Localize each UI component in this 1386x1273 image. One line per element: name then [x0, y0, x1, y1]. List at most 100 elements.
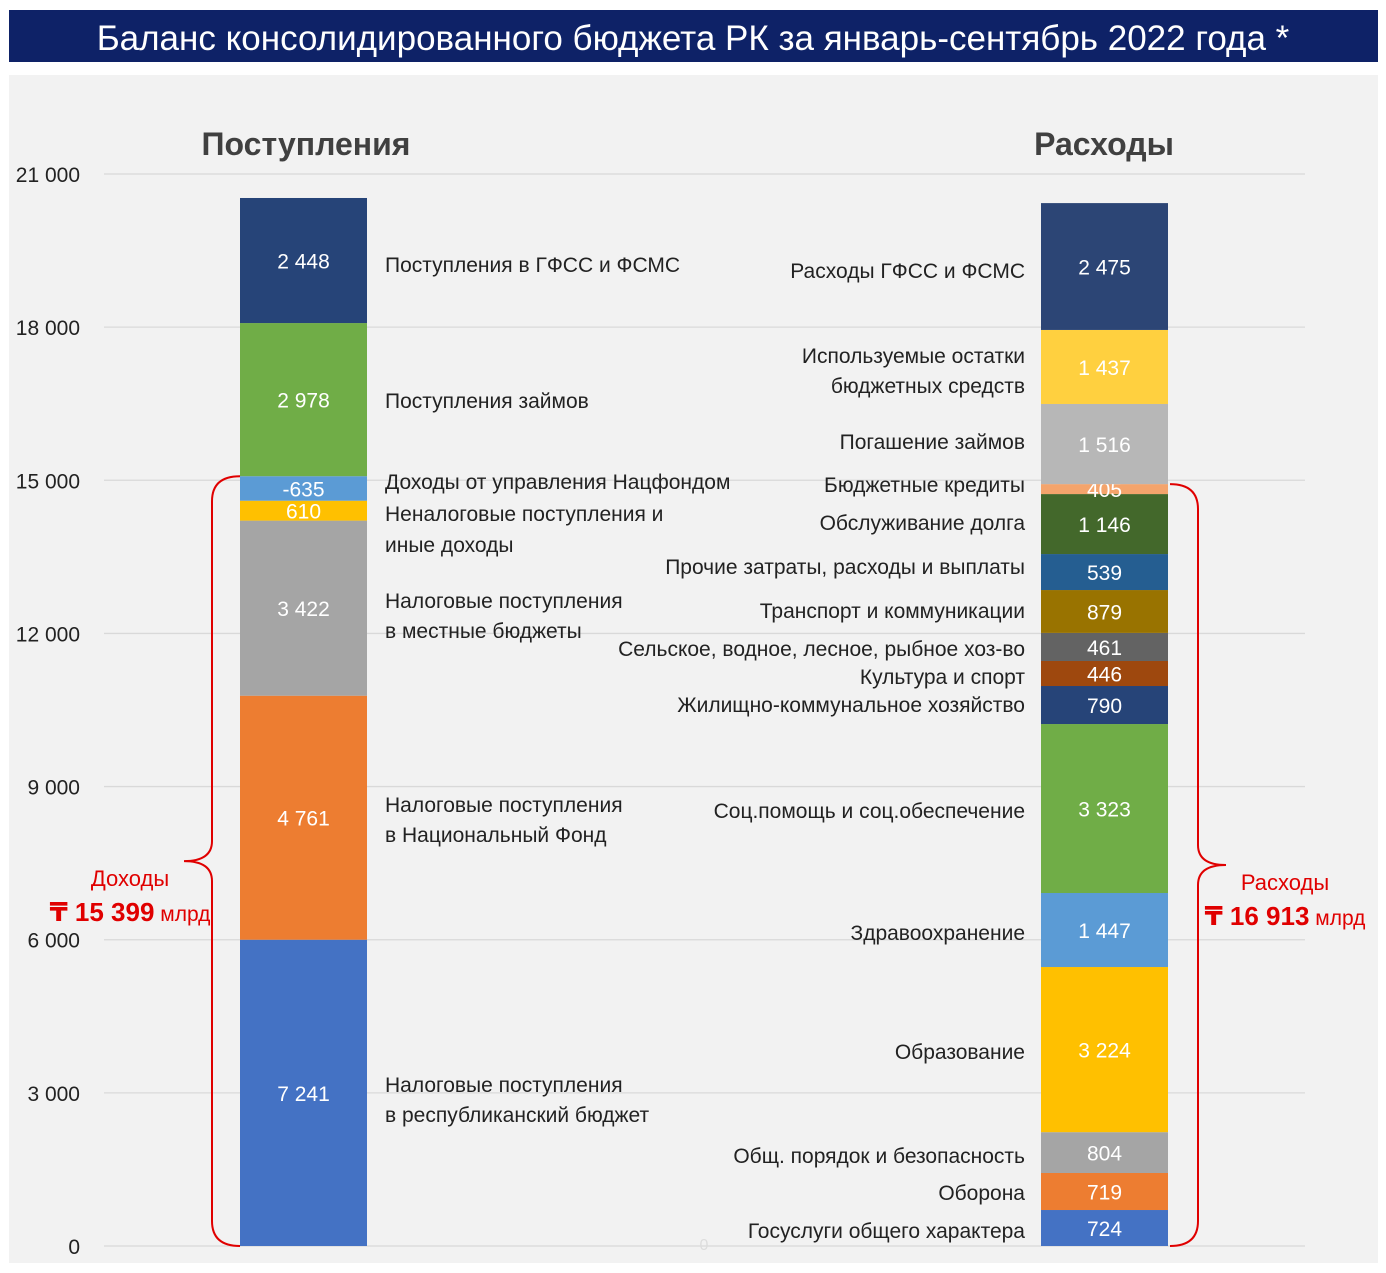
segment-label: Жилищно-коммунальное хозяйство — [677, 694, 1025, 717]
segment-label: в республиканский бюджет — [385, 1104, 650, 1127]
segment-label: Доходы от управления Нацфондом — [385, 471, 730, 494]
bar-segment — [240, 500, 367, 521]
segment-label: Бюджетные кредиты — [824, 474, 1025, 497]
y-tick-label: 0 — [68, 1236, 80, 1259]
bar-segment — [1041, 632, 1168, 661]
bar-segment — [1041, 329, 1168, 404]
segment-label: Соц.помощь и соц.обеспечение — [714, 800, 1025, 823]
value-label: 405 — [1087, 479, 1122, 502]
value-label: 1 447 — [1078, 920, 1131, 943]
segment-label: в Национальный Фонд — [385, 824, 607, 847]
segment-label: Используемые остатки — [802, 345, 1025, 368]
value-label: 1 146 — [1078, 514, 1131, 537]
value-label: 724 — [1087, 1218, 1122, 1241]
column-title: Расходы — [1034, 126, 1174, 162]
segment-label: Поступления в ГФСС и ФСМС — [385, 254, 680, 277]
stack-expenses: Расходы 724 Госуслуги общего характера 719 О… — [618, 126, 1174, 1246]
segment-label: Налоговые поступления — [385, 590, 623, 613]
bar-segment — [1041, 403, 1168, 485]
bar-segment — [240, 323, 367, 477]
value-label: 7 241 — [277, 1083, 330, 1106]
bar-segment — [1041, 484, 1168, 495]
value-label: 461 — [1087, 637, 1122, 660]
bar-segment — [1041, 1173, 1168, 1211]
bar-segment — [240, 476, 367, 501]
segment-label: Госуслуги общего характера — [748, 1220, 1025, 1243]
segment-label: Налоговые поступления — [385, 1074, 623, 1097]
value-label: 2 475 — [1078, 257, 1131, 280]
value-label: 446 — [1087, 664, 1122, 687]
value-label: 1 516 — [1078, 434, 1131, 457]
bar-segment — [1041, 203, 1168, 330]
value-label: 610 — [286, 501, 321, 524]
y-tick-label: 21 000 — [16, 164, 80, 187]
bar-segment — [1041, 1132, 1168, 1174]
bar-segment — [1041, 494, 1168, 555]
bar-segment — [240, 197, 367, 324]
brace-title: Доходы — [91, 866, 169, 891]
stray-zero: 0 — [700, 1237, 709, 1254]
brace-amount: ₸ 15 399 — [50, 897, 155, 927]
bar-segment — [1041, 686, 1168, 725]
value-label: 2 978 — [277, 390, 330, 413]
y-tick-label: 12 000 — [16, 623, 80, 646]
segment-label: Неналоговые поступления и — [385, 503, 663, 526]
bar-segment — [1041, 590, 1168, 633]
brace — [183, 475, 241, 1247]
brace — [1169, 483, 1227, 1247]
value-label: 3 323 — [1078, 799, 1131, 822]
segment-label: Погашение займов — [840, 431, 1025, 454]
brace-total: ₸ 16 913 млрд — [1205, 901, 1366, 931]
segment-label: бюджетных средств — [831, 375, 1025, 398]
brace-amount: ₸ 16 913 — [1205, 901, 1310, 931]
value-label: 804 — [1087, 1143, 1122, 1166]
bar-segment — [240, 939, 367, 1246]
column-title: Поступления — [202, 126, 411, 162]
bar-segment — [1041, 1210, 1168, 1246]
value-label: 2 448 — [277, 251, 330, 274]
bar-segment — [1041, 724, 1168, 894]
value-label: 879 — [1087, 601, 1122, 624]
bar-segment — [1041, 554, 1168, 591]
y-tick-label: 15 000 — [16, 470, 80, 493]
bar-segment — [240, 520, 367, 696]
segment-label: Расходы ГФСС и ФСМС — [790, 260, 1025, 283]
segment-label: Общ. порядок и безопасность — [733, 1145, 1025, 1168]
value-label: 4 761 — [277, 808, 330, 831]
bar-segment — [1041, 660, 1168, 687]
segment-label: Налоговые поступления — [385, 794, 623, 817]
segment-label: иные доходы — [385, 534, 513, 557]
y-tick-label: 18 000 — [16, 317, 80, 340]
bar-segment — [1041, 893, 1168, 968]
value-label: -635 — [282, 478, 324, 501]
title-bar — [9, 10, 1378, 62]
value-label: 3 422 — [277, 598, 330, 621]
brace-total: ₸ 15 399 млрд — [50, 897, 211, 927]
bar-segment — [1041, 967, 1168, 1133]
value-label: 1 437 — [1078, 357, 1131, 380]
value-label: 719 — [1087, 1182, 1122, 1205]
value-label: 539 — [1087, 562, 1122, 585]
y-tick-label: 9 000 — [27, 777, 80, 800]
segment-label: Здравоохранение — [851, 922, 1025, 945]
y-tick-label: 6 000 — [27, 930, 80, 953]
segment-label: Оборона — [938, 1182, 1025, 1205]
segment-label: Культура и спорт — [860, 666, 1025, 689]
value-label: 3 224 — [1078, 1040, 1131, 1063]
brace-title: Расходы — [1241, 870, 1329, 895]
segment-label: Прочие затраты, расходы и выплаты — [665, 556, 1025, 579]
chart-title: Баланс консолидированного бюджета РК за … — [97, 19, 1290, 58]
segment-label: Транспорт и коммуникации — [760, 600, 1025, 623]
segment-label: в местные бюджеты — [385, 620, 582, 643]
value-label: 790 — [1087, 695, 1122, 718]
brace-unit: млрд — [1309, 907, 1365, 930]
y-tick-label: 3 000 — [27, 1083, 80, 1106]
brace-unit: млрд — [154, 903, 210, 926]
segment-label: Обслуживание долга — [820, 512, 1026, 535]
plot-background — [9, 75, 1378, 1263]
segment-label: Поступления займов — [385, 390, 589, 413]
segment-label: Сельское, водное, лесное, рыбное хоз-во — [618, 638, 1025, 661]
bar-segment — [240, 695, 367, 940]
